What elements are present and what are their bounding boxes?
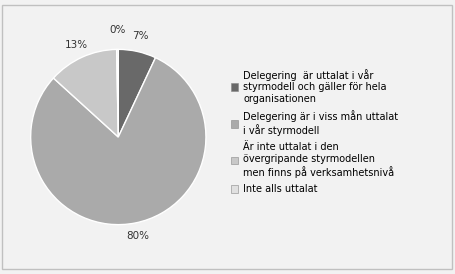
Text: 0%: 0% xyxy=(109,25,126,35)
Text: 13%: 13% xyxy=(65,40,88,50)
Wedge shape xyxy=(30,58,206,225)
Wedge shape xyxy=(118,49,156,137)
Wedge shape xyxy=(116,49,118,137)
Text: 80%: 80% xyxy=(126,231,150,241)
Legend: Delegering  är uttalat i vår
styrmodell och gäller för hela
organisationen, Dele: Delegering är uttalat i vår styrmodell o… xyxy=(231,69,398,194)
Wedge shape xyxy=(53,49,118,137)
Text: 7%: 7% xyxy=(132,31,149,41)
